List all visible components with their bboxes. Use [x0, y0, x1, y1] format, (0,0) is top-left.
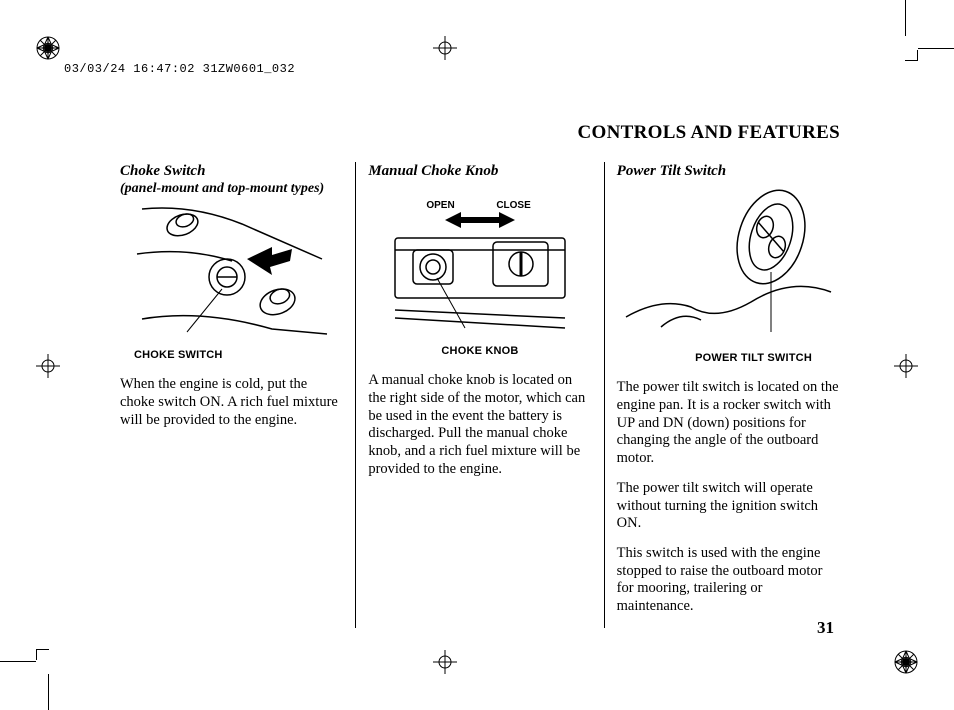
heading-manual-choke: Manual Choke Knob: [368, 162, 591, 180]
crosshair-right: [894, 354, 918, 378]
doc-timestamp: 03/03/24 16:47:02 31ZW0601_032: [64, 62, 295, 76]
col-manual-choke: Manual Choke Knob OPEN CLOSE: [355, 162, 603, 628]
open-label: OPEN: [426, 200, 454, 212]
close-label: CLOSE: [496, 200, 530, 212]
manual-page: 03/03/24 16:47:02 31ZW0601_032 CONTROLS …: [0, 0, 954, 710]
figure-label: POWER TILT SWITCH: [617, 352, 840, 365]
heading-power-tilt: Power Tilt Switch: [617, 162, 840, 180]
crosshair-top: [433, 36, 457, 60]
crop-corner: [36, 649, 49, 660]
crop-mark: [918, 48, 954, 49]
heading-text: Choke Switch: [120, 163, 205, 179]
page-number: 31: [817, 618, 834, 638]
col-choke-switch: Choke Switch (panel-mount and top-mount …: [120, 162, 355, 628]
registration-mark-top-left: [36, 36, 60, 65]
content-area: CONTROLS AND FEATURES Choke Switch (pane…: [120, 122, 840, 628]
heading-choke-switch: Choke Switch (panel-mount and top-mount …: [120, 162, 343, 197]
crop-mark: [0, 661, 36, 662]
figure-power-tilt: [617, 182, 840, 348]
figure-label: CHOKE KNOB: [368, 345, 591, 358]
heading-sub: (panel-mount and top-mount types): [120, 180, 343, 197]
crosshair-left: [36, 354, 60, 378]
three-columns: Choke Switch (panel-mount and top-mount …: [120, 162, 840, 628]
page-title: CONTROLS AND FEATURES: [120, 122, 840, 144]
registration-mark-bottom-right: [894, 650, 918, 679]
figure-manual-choke: [368, 200, 591, 341]
crosshair-bottom: [433, 650, 457, 674]
body-text: A manual choke knob is located on the ri…: [368, 372, 591, 478]
crop-corner: [905, 50, 918, 61]
body-text-3: This switch is used with the engine stop…: [617, 545, 840, 616]
crop-mark: [48, 674, 49, 710]
figure-choke-switch: [120, 199, 343, 345]
body-text: When the engine is cold, put the choke s…: [120, 376, 343, 429]
body-text-1: The power tilt switch is located on the …: [617, 379, 840, 467]
col-power-tilt: Power Tilt Switch: [604, 162, 840, 628]
figure-label: CHOKE SWITCH: [120, 349, 343, 362]
crop-mark: [905, 0, 906, 36]
body-text-2: The power tilt switch will operate witho…: [617, 480, 840, 533]
